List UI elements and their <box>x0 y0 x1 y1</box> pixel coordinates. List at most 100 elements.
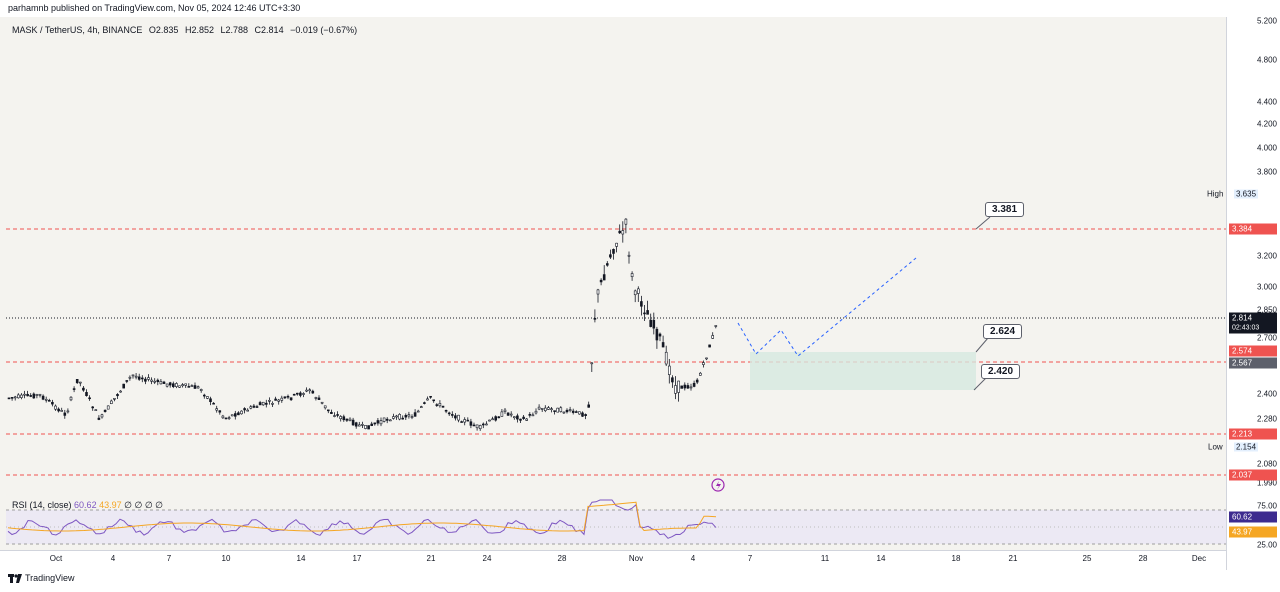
tradingview-logo[interactable]: TradingView <box>8 573 75 583</box>
price-tick: 2.080 <box>1256 459 1277 469</box>
candle-body <box>91 406 94 409</box>
candle-body <box>680 385 684 389</box>
callout-2420[interactable]: 2.420 <box>981 364 1021 379</box>
candle-body <box>519 418 522 421</box>
candle-body <box>326 409 330 412</box>
candle-body <box>54 405 57 410</box>
candle-body <box>441 405 445 408</box>
candle-body <box>215 408 218 411</box>
symbol-legend[interactable]: MASK / TetherUS, 4h, BINANCE O2.835 H2.8… <box>12 25 361 35</box>
candle-body <box>494 416 498 421</box>
projection-path <box>737 257 917 357</box>
candle-body <box>361 424 364 426</box>
price-axis[interactable]: 5.200 4.800 4.400 4.200 4.000 3.800 3.20… <box>1226 17 1280 570</box>
time-label: 7 <box>166 554 172 563</box>
candle-body <box>674 385 677 394</box>
price-tick: 3.000 <box>1256 282 1277 292</box>
level-lines <box>6 228 1226 476</box>
candle-body <box>237 412 240 416</box>
ohlc-close: C2.814 <box>254 25 284 35</box>
candle-body <box>395 415 398 418</box>
candle-body <box>416 410 420 413</box>
time-axis[interactable]: Oct 4 7 10 14 17 21 24 28 Nov 4 7 11 14 … <box>0 550 1226 569</box>
candle-body <box>13 396 17 399</box>
candle-body <box>286 395 290 398</box>
candle-body <box>193 385 197 389</box>
candle-body <box>488 419 491 422</box>
callout-2624[interactable]: 2.624 <box>983 324 1023 339</box>
candle-body <box>69 396 73 401</box>
candle-body <box>392 416 395 419</box>
candle-body <box>113 398 116 400</box>
time-label: 21 <box>426 554 436 563</box>
rsi-legend[interactable]: RSI (14, close) 60.62 43.97 ∅ ∅ ∅ ∅ <box>12 500 163 511</box>
candle-body <box>122 383 125 389</box>
price-tick: 3.800 <box>1256 167 1277 177</box>
candle-body <box>540 408 544 410</box>
candle-body <box>141 377 144 380</box>
candle-body <box>587 404 591 408</box>
candle-body <box>348 418 352 421</box>
candle-body <box>292 393 296 396</box>
candle-body <box>94 409 98 411</box>
candle-body <box>419 406 423 408</box>
candle-body <box>376 420 380 424</box>
rsi-tick-75: 75.00 <box>1256 501 1277 511</box>
candle-body <box>621 230 625 235</box>
candle-body <box>509 413 513 416</box>
candle-body <box>150 379 153 382</box>
candle-body <box>339 416 343 420</box>
ohlc-change: −0.019 (−0.67%) <box>290 25 358 35</box>
candle-body <box>323 405 327 409</box>
candle-body <box>72 388 76 390</box>
callout-3381[interactable]: 3.381 <box>985 202 1025 217</box>
published-line: parhamnb published on TradingView.com, N… <box>8 3 301 13</box>
candle-body <box>370 423 374 426</box>
candle-body <box>274 398 277 401</box>
candle-body <box>683 384 687 389</box>
candle-body <box>646 310 649 315</box>
lightning-icon[interactable] <box>711 478 725 492</box>
time-label: 28 <box>1138 554 1148 563</box>
candle-body <box>593 318 597 320</box>
candle-body <box>82 387 85 391</box>
level-badge-3384: 3.384 <box>1229 223 1277 235</box>
candle-body <box>38 393 42 396</box>
candle-body <box>506 412 510 416</box>
candle-body <box>116 394 119 397</box>
candle-body <box>57 408 60 412</box>
ohlc-low: L2.788 <box>220 25 249 35</box>
time-label: 24 <box>482 554 492 563</box>
candle-body <box>596 289 600 295</box>
candle-body <box>249 406 253 409</box>
candle-body <box>100 414 104 418</box>
candle-body <box>640 301 643 307</box>
candle-body <box>144 378 147 382</box>
candle-body <box>234 413 237 417</box>
candle-body <box>485 423 488 426</box>
candle-body <box>264 402 268 405</box>
candle-body <box>522 416 525 419</box>
candle-body <box>187 386 191 388</box>
candle-body <box>609 254 612 258</box>
candle-body <box>271 403 274 405</box>
candle-body <box>190 385 194 387</box>
candle-body <box>450 414 454 416</box>
current-price-badge: 2.814 <box>1229 312 1277 324</box>
candle-body <box>553 410 556 412</box>
candle-body <box>649 319 653 327</box>
candle-body <box>106 405 110 410</box>
candle-body <box>41 395 45 400</box>
chart-pane[interactable] <box>0 17 1226 550</box>
candle-body <box>435 404 439 406</box>
rsi-value: 60.62 <box>74 500 97 510</box>
candle-body <box>314 397 318 399</box>
candle-body <box>203 394 206 397</box>
candle-body <box>165 383 169 387</box>
candle-body <box>243 408 246 411</box>
candle-body <box>16 394 20 399</box>
candle-body <box>602 274 606 281</box>
candle-body <box>357 424 361 427</box>
candle-body <box>178 385 181 388</box>
chart-canvas[interactable] <box>0 0 1226 550</box>
